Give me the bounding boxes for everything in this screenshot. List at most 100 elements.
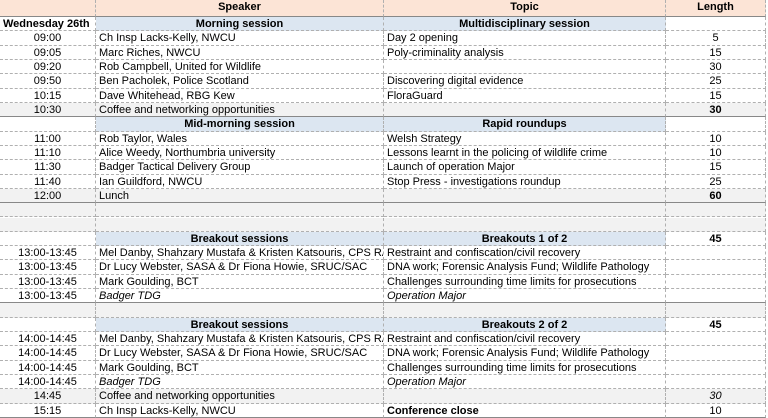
schedule-speaker: Marc Riches, NWCU	[96, 45, 384, 60]
schedule-speaker: Mark Goulding, BCT	[96, 360, 384, 376]
column-header: Topic	[384, 0, 666, 17]
schedule-length: 30	[666, 389, 766, 404]
section-heading-time: Wednesday 26th	[0, 17, 96, 32]
section-heading-length	[666, 117, 766, 132]
schedule-speaker: Rob Campbell, United for Wildlife	[96, 59, 384, 75]
schedule-length: 25	[666, 174, 766, 189]
schedule-length: 5	[666, 31, 766, 46]
schedule-speaker: Mel Danby, Shahzary Mustafa & Kristen Ka…	[96, 246, 384, 261]
spacer-cell	[384, 217, 666, 232]
column-header: Speaker	[96, 0, 384, 17]
schedule-time: 14:00-14:45	[0, 375, 96, 390]
section-heading-time	[0, 231, 96, 247]
schedule-topic: Operation Major	[384, 375, 666, 390]
schedule-topic: Restraint and confiscation/civil recover…	[384, 246, 666, 261]
section-heading-speaker: Morning session	[96, 17, 384, 32]
schedule-length: 10	[666, 403, 766, 418]
spacer-cell	[666, 303, 766, 318]
section-heading-length: 45	[666, 317, 766, 333]
schedule-topic: Challenges surrounding time limits for p…	[384, 274, 666, 290]
section-heading-time	[0, 117, 96, 132]
schedule-topic: Operation Major	[384, 289, 666, 304]
schedule-topic: Launch of operation Major	[384, 160, 666, 175]
spacer-cell	[384, 303, 666, 318]
schedule-time: 13:00-13:45	[0, 274, 96, 290]
schedule-length: 10	[666, 131, 766, 146]
schedule-time: 15:15	[0, 403, 96, 418]
schedule-length	[666, 260, 766, 275]
schedule-time: 13:00-13:45	[0, 246, 96, 261]
section-heading-time	[0, 317, 96, 333]
schedule-time: 11:00	[0, 131, 96, 146]
spacer-cell	[666, 217, 766, 232]
schedule-time: 13:00-13:45	[0, 289, 96, 304]
schedule-speaker: Ch Insp Lacks-Kelly, NWCU	[96, 31, 384, 46]
spacer-cell	[666, 203, 766, 218]
schedule-topic: DNA work; Forensic Analysis Fund; Wildli…	[384, 260, 666, 275]
schedule-length	[666, 375, 766, 390]
schedule-time: 13:00-13:45	[0, 260, 96, 275]
section-heading-length	[666, 17, 766, 32]
schedule-time: 11:10	[0, 145, 96, 161]
schedule-speaker: Ch Insp Lacks-Kelly, NWCU	[96, 403, 384, 418]
schedule-speaker: Coffee and networking opportunities	[96, 389, 384, 404]
schedule-topic: Day 2 opening	[384, 31, 666, 46]
schedule-length	[666, 332, 766, 347]
schedule-topic: DNA work; Forensic Analysis Fund; Wildli…	[384, 346, 666, 361]
spacer-cell	[96, 303, 384, 318]
schedule-length: 30	[666, 102, 766, 118]
schedule-topic	[384, 102, 666, 118]
schedule-speaker: Coffee and networking opportunities	[96, 102, 384, 118]
schedule-length: 30	[666, 59, 766, 75]
section-heading-topic: Rapid roundups	[384, 117, 666, 132]
schedule-time: 14:45	[0, 389, 96, 404]
schedule-time: 12:00	[0, 188, 96, 204]
schedule-length: 15	[666, 45, 766, 60]
schedule-length: 10	[666, 145, 766, 161]
schedule-speaker: Dr Lucy Webster, SASA & Dr Fiona Howie, …	[96, 260, 384, 275]
section-heading-topic: Breakouts 2 of 2	[384, 317, 666, 333]
spacer-cell	[384, 203, 666, 218]
spacer-cell	[0, 303, 96, 318]
schedule-length: 15	[666, 160, 766, 175]
schedule-topic: Stop Press - investigations roundup	[384, 174, 666, 189]
schedule-topic: FloraGuard	[384, 88, 666, 103]
section-heading-speaker: Breakout sessions	[96, 317, 384, 333]
schedule-topic: Lessons learnt in the policing of wildli…	[384, 145, 666, 161]
schedule-time: 14:00-14:45	[0, 346, 96, 361]
schedule-time: 14:00-14:45	[0, 360, 96, 376]
section-heading-topic: Multidisciplinary session	[384, 17, 666, 32]
column-header: Length	[666, 0, 766, 17]
schedule-speaker: Badger TDG	[96, 289, 384, 304]
schedule-time: 11:40	[0, 174, 96, 189]
schedule-speaker: Rob Taylor, Wales	[96, 131, 384, 146]
schedule-topic: Challenges surrounding time limits for p…	[384, 360, 666, 376]
schedule-topic: Restraint and confiscation/civil recover…	[384, 332, 666, 347]
schedule-length	[666, 274, 766, 290]
schedule-length: 15	[666, 88, 766, 103]
schedule-topic	[384, 59, 666, 75]
schedule-length	[666, 246, 766, 261]
schedule-length	[666, 360, 766, 376]
schedule-time: 09:20	[0, 59, 96, 75]
section-heading-topic: Breakouts 1 of 2	[384, 231, 666, 247]
schedule-speaker: Ben Pacholek, Police Scotland	[96, 74, 384, 89]
schedule-length: 25	[666, 74, 766, 89]
schedule-topic: Discovering digital evidence	[384, 74, 666, 89]
schedule-speaker: Badger Tactical Delivery Group	[96, 160, 384, 175]
schedule-speaker: Ian Guildford, NWCU	[96, 174, 384, 189]
schedule-topic: Welsh Strategy	[384, 131, 666, 146]
schedule-topic: Conference close	[384, 403, 666, 418]
spacer-cell	[0, 203, 96, 218]
schedule-topic	[384, 389, 666, 404]
schedule-time: 11:30	[0, 160, 96, 175]
schedule-speaker: Mel Danby, Shahzary Mustafa & Kristen Ka…	[96, 332, 384, 347]
section-heading-speaker: Breakout sessions	[96, 231, 384, 247]
schedule-time: 09:00	[0, 31, 96, 46]
schedule-time: 10:30	[0, 102, 96, 118]
schedule-time: 09:05	[0, 45, 96, 60]
section-heading-length: 45	[666, 231, 766, 247]
schedule-length: 60	[666, 188, 766, 204]
schedule-speaker: Mark Goulding, BCT	[96, 274, 384, 290]
